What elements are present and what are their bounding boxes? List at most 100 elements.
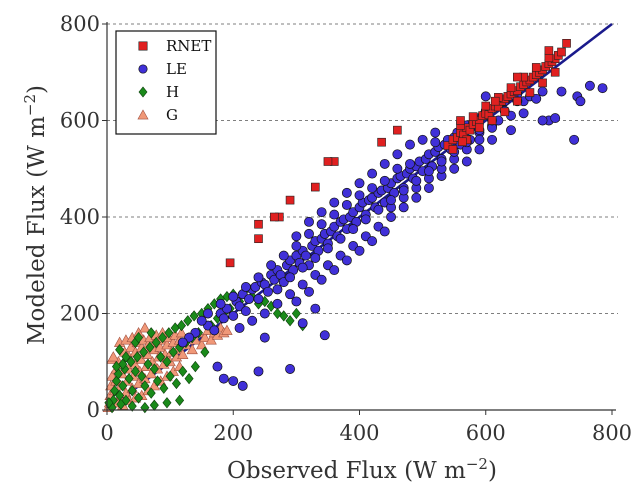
point-le-186: [196, 315, 207, 326]
point-le-121: [297, 279, 308, 290]
point-rnet-68: [513, 72, 522, 82]
point-g-65: [199, 331, 211, 343]
x-tick-label-400: 400: [339, 421, 379, 445]
point-le-154: [474, 134, 485, 145]
point-le-161: [212, 361, 223, 372]
point-h-25: [158, 331, 168, 344]
point-h-30: [168, 346, 178, 358]
y-tick-label-200: 200: [60, 302, 100, 326]
point-h-24: [156, 351, 166, 363]
point-le-172: [367, 183, 378, 193]
point-h-22: [151, 336, 161, 349]
point-rnet-53: [448, 145, 458, 154]
point-le-122: [285, 289, 296, 300]
point-h-19: [145, 341, 155, 353]
point-le-185: [203, 308, 213, 319]
point-g-89: [139, 322, 151, 333]
point-le-123: [272, 298, 283, 309]
point-le-195: [335, 233, 346, 244]
point-g-57: [175, 327, 188, 338]
point-rnet-62: [254, 219, 263, 229]
point-h-41: [190, 360, 200, 373]
point-le-144: [316, 274, 327, 285]
point-le-181: [253, 272, 264, 283]
point-h-2: [110, 385, 120, 397]
point-le-126: [234, 323, 245, 333]
point-le-136: [405, 139, 415, 150]
point-h-18: [143, 358, 153, 370]
point-le-159: [228, 376, 239, 386]
point-le-98: [569, 134, 580, 145]
point-le-193: [310, 253, 321, 263]
point-rnet-65: [323, 157, 333, 166]
point-rnet-67: [490, 96, 500, 106]
x-tick-label-200: 200: [213, 421, 253, 445]
point-le-177: [304, 228, 314, 239]
point-le-143: [329, 265, 340, 276]
point-h-71: [115, 344, 125, 356]
point-le-183: [228, 291, 239, 302]
point-rnet-49: [513, 96, 522, 106]
point-h-14: [134, 392, 144, 404]
y-tick-label-800: 800: [60, 12, 100, 36]
point-le-107: [474, 144, 485, 155]
point-h-61: [279, 310, 289, 322]
legend-label-rnet: RNET: [166, 37, 211, 55]
point-le-138: [430, 127, 441, 138]
x-tick-label-0: 0: [100, 421, 113, 445]
point-le-201: [411, 175, 422, 186]
point-le-108: [461, 156, 472, 167]
legend-label-g: G: [166, 106, 178, 124]
point-le-191: [285, 272, 296, 283]
point-le-192: [297, 262, 308, 273]
point-le-137: [417, 134, 428, 145]
point-le-197: [360, 214, 371, 225]
point-rnet-46: [475, 123, 484, 133]
point-rnet-36: [562, 38, 571, 48]
point-rnet-54: [458, 137, 467, 147]
point-rnet-43: [531, 63, 541, 72]
point-le-146: [291, 296, 302, 307]
point-h-21: [149, 363, 159, 375]
point-le-171: [379, 175, 390, 186]
point-rnet-61: [269, 212, 279, 222]
point-le-111: [423, 183, 434, 193]
point-h-60: [272, 307, 282, 320]
point-h-20: [146, 387, 156, 399]
point-g-64: [196, 339, 208, 350]
x-axis-title: Observed Flux (W m−2): [227, 455, 497, 484]
point-le-157: [253, 366, 264, 377]
series-h-points: [104, 283, 308, 414]
legend: RNET LE HG: [115, 30, 217, 135]
point-le-141: [354, 245, 365, 256]
point-le-202: [423, 166, 434, 177]
legend-label-le: LE: [166, 60, 187, 78]
point-g-72: [221, 324, 233, 335]
point-le-184: [215, 298, 226, 309]
point-h-27: [162, 356, 172, 368]
point-rnet-66: [456, 116, 465, 125]
point-h-63: [291, 307, 301, 320]
point-le-168: [430, 137, 441, 148]
point-le-165: [297, 318, 308, 329]
point-le-176: [316, 219, 327, 230]
point-le-104: [518, 108, 529, 119]
point-h-69: [127, 400, 137, 412]
point-le-3: [218, 313, 229, 324]
point-h-35: [178, 365, 188, 378]
point-g-84: [107, 351, 119, 362]
point-h-11: [127, 385, 137, 397]
point-le-100: [584, 80, 595, 91]
y-tick-label-0: 0: [87, 398, 100, 422]
point-h-17: [140, 380, 150, 392]
point-h-6: [118, 380, 128, 392]
point-le-145: [304, 286, 314, 297]
point-le-180: [266, 260, 277, 271]
point-le-16: [263, 286, 273, 297]
point-rnet-44: [544, 53, 554, 63]
point-h-44: [200, 346, 210, 358]
point-le-96: [550, 113, 561, 124]
point-le-129: [316, 207, 327, 218]
point-le-5: [228, 310, 239, 321]
